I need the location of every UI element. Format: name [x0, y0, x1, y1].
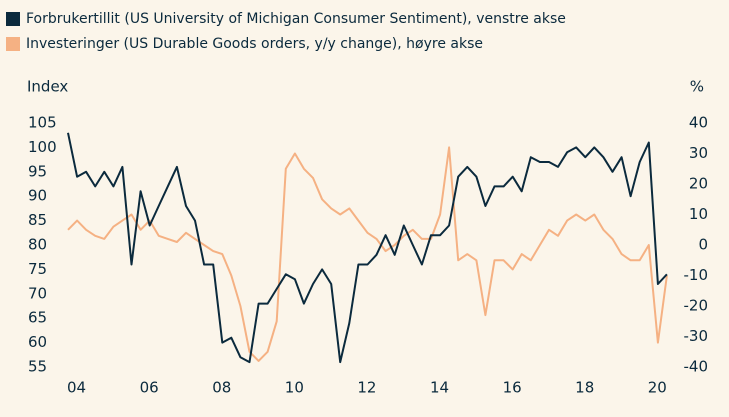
x-tick-label: 04 [67, 379, 86, 397]
x-tick-label: 08 [212, 379, 231, 397]
y2-tick-label: -30 [684, 327, 709, 345]
x-tick-label: 12 [357, 379, 376, 397]
y-tick-label: 100 [28, 138, 57, 156]
y-tick-label: 65 [28, 309, 47, 327]
y-tick-label: 80 [28, 236, 47, 254]
y-axis-label: Index [27, 78, 68, 96]
y2-tick-label: 20 [689, 175, 708, 193]
y2-tick-label: -40 [684, 358, 709, 376]
legend-entry: Investeringer (US Durable Goods orders, … [26, 36, 483, 52]
y2-tick-label: 0 [698, 236, 708, 254]
y-tick-label: 85 [28, 211, 47, 229]
series-line [67, 146, 668, 362]
series-line [67, 132, 668, 364]
x-tick-label: 20 [648, 379, 667, 397]
y2-tick-label: 10 [689, 205, 708, 223]
y-tick-label: 105 [28, 114, 57, 132]
y-tick-label: 70 [28, 284, 47, 302]
legend-entry: Forbrukertillit (US University of Michig… [26, 11, 566, 27]
legend-swatch [6, 12, 20, 26]
y-tick-label: 55 [28, 358, 47, 376]
x-tick-label: 06 [140, 379, 159, 397]
x-tick-label: 10 [285, 379, 304, 397]
legend-swatch [6, 37, 20, 51]
y2-tick-label: 40 [689, 114, 708, 132]
y-tick-label: 90 [28, 187, 47, 205]
x-tick-label: 14 [430, 379, 449, 397]
y-tick-label: 95 [28, 162, 47, 180]
y-tick-label: 75 [28, 260, 47, 278]
y2-axis-label: % [690, 78, 704, 96]
y2-tick-label: -20 [684, 297, 709, 315]
y-tick-label: 60 [28, 333, 47, 351]
y2-tick-label: 30 [689, 144, 708, 162]
x-tick-label: 16 [503, 379, 522, 397]
x-tick-label: 18 [575, 379, 594, 397]
y2-tick-label: -10 [684, 266, 709, 284]
